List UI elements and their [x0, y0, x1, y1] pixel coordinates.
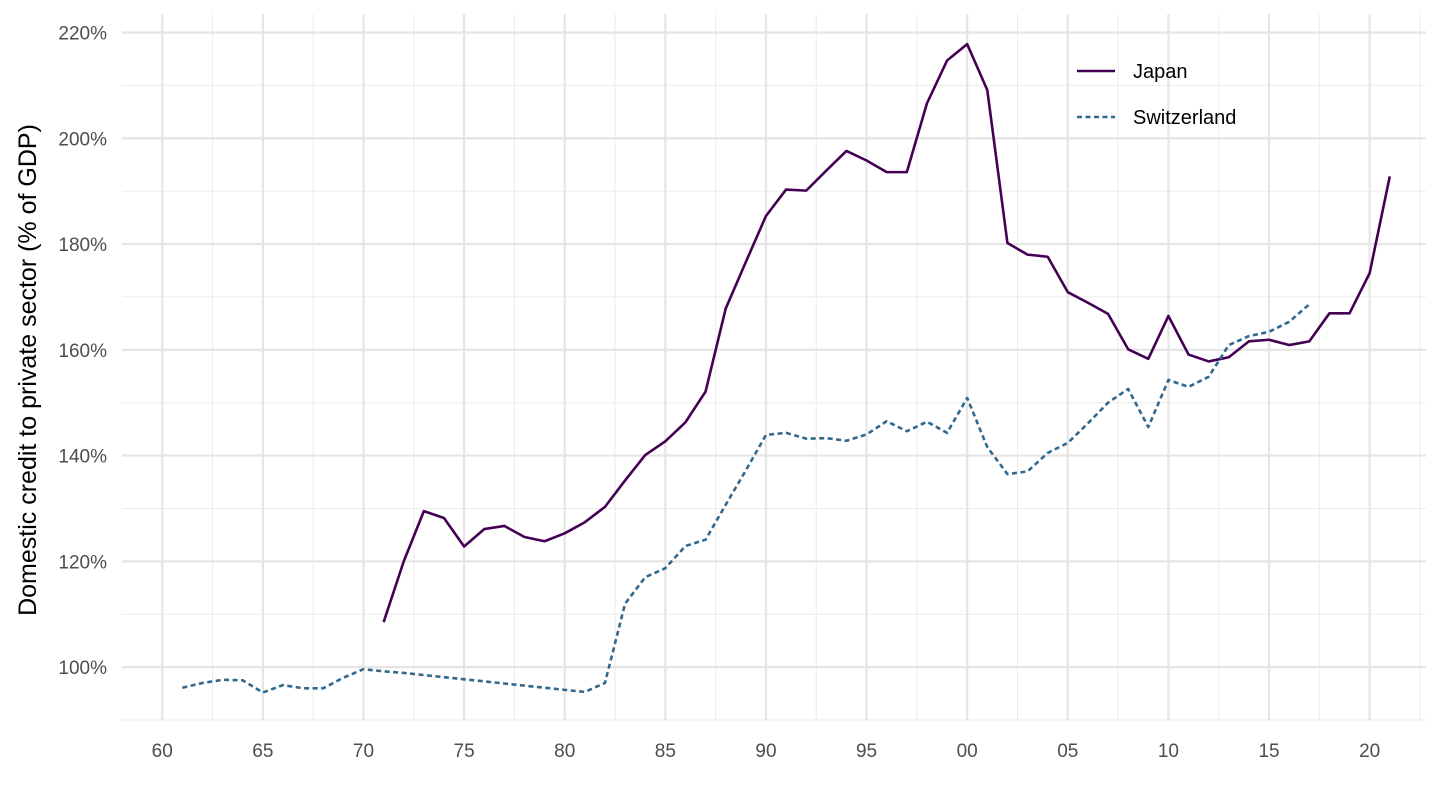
y-tick-label: 220% [58, 24, 107, 45]
minor-gridlines [122, 14, 1426, 721]
legend: Japan Switzerland [1077, 61, 1236, 129]
x-tick-label: 15 [1258, 741, 1279, 762]
x-tick-label: 70 [353, 741, 374, 762]
legend-label-japan: Japan [1133, 61, 1188, 83]
x-tick-label: 20 [1359, 741, 1380, 762]
y-axis-tick-labels: 100% 120% 140% 160% 180% 200% 220% [58, 24, 107, 680]
x-tick-label: 85 [655, 741, 676, 762]
x-tick-label: 65 [252, 741, 273, 762]
x-axis-tick-labels: 60 65 70 75 80 85 90 95 00 05 10 15 20 [152, 741, 1381, 762]
legend-label-switzerland: Switzerland [1133, 107, 1236, 129]
x-tick-label: 80 [554, 741, 575, 762]
y-axis-title: Domestic credit to private sector (% of … [14, 124, 42, 616]
y-tick-label: 140% [58, 447, 107, 468]
y-tick-label: 120% [58, 552, 107, 573]
x-tick-label: 05 [1057, 741, 1078, 762]
y-tick-label: 180% [58, 235, 107, 256]
y-tick-label: 160% [58, 341, 107, 362]
x-tick-label: 95 [856, 741, 877, 762]
x-tick-label: 75 [454, 741, 475, 762]
x-tick-label: 00 [957, 741, 978, 762]
series-layer [182, 42, 1392, 694]
y-tick-label: 200% [58, 129, 107, 150]
x-tick-label: 10 [1158, 741, 1179, 762]
x-tick-label: 60 [152, 741, 173, 762]
y-tick-label: 100% [58, 658, 107, 679]
x-tick-label: 90 [755, 741, 776, 762]
series-line-japan [382, 42, 1392, 623]
series-line-switzerland [182, 303, 1311, 694]
major-gridlines [122, 14, 1426, 720]
